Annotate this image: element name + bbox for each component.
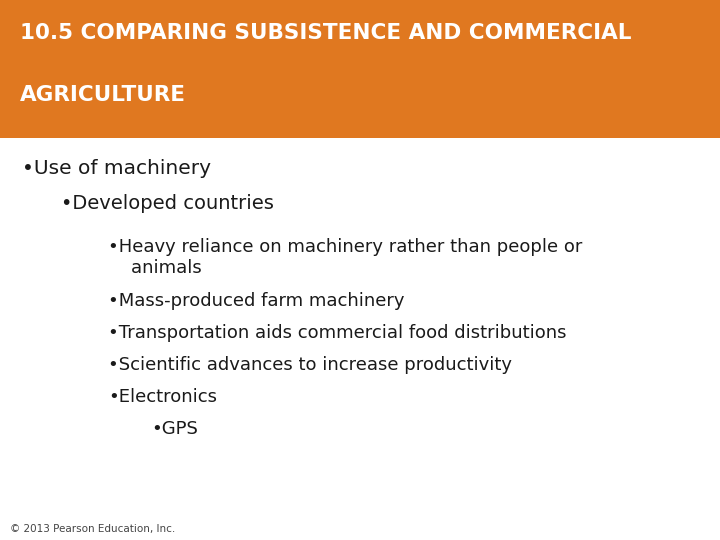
Text: •Electronics: •Electronics [108, 388, 217, 406]
Text: •GPS: •GPS [151, 420, 198, 438]
FancyBboxPatch shape [0, 0, 720, 138]
Text: •Scientific advances to increase productivity: •Scientific advances to increase product… [108, 356, 512, 374]
Text: •Use of machinery: •Use of machinery [22, 159, 210, 178]
Text: •Transportation aids commercial food distributions: •Transportation aids commercial food dis… [108, 324, 567, 342]
Text: AGRICULTURE: AGRICULTURE [20, 85, 186, 105]
Text: •Mass-produced farm machinery: •Mass-produced farm machinery [108, 292, 405, 309]
Text: •Heavy reliance on machinery rather than people or
    animals: •Heavy reliance on machinery rather than… [108, 238, 582, 277]
Text: © 2013 Pearson Education, Inc.: © 2013 Pearson Education, Inc. [10, 523, 176, 534]
Text: •Developed countries: •Developed countries [61, 194, 274, 213]
Text: 10.5 COMPARING SUBSISTENCE AND COMMERCIAL: 10.5 COMPARING SUBSISTENCE AND COMMERCIA… [20, 23, 631, 43]
